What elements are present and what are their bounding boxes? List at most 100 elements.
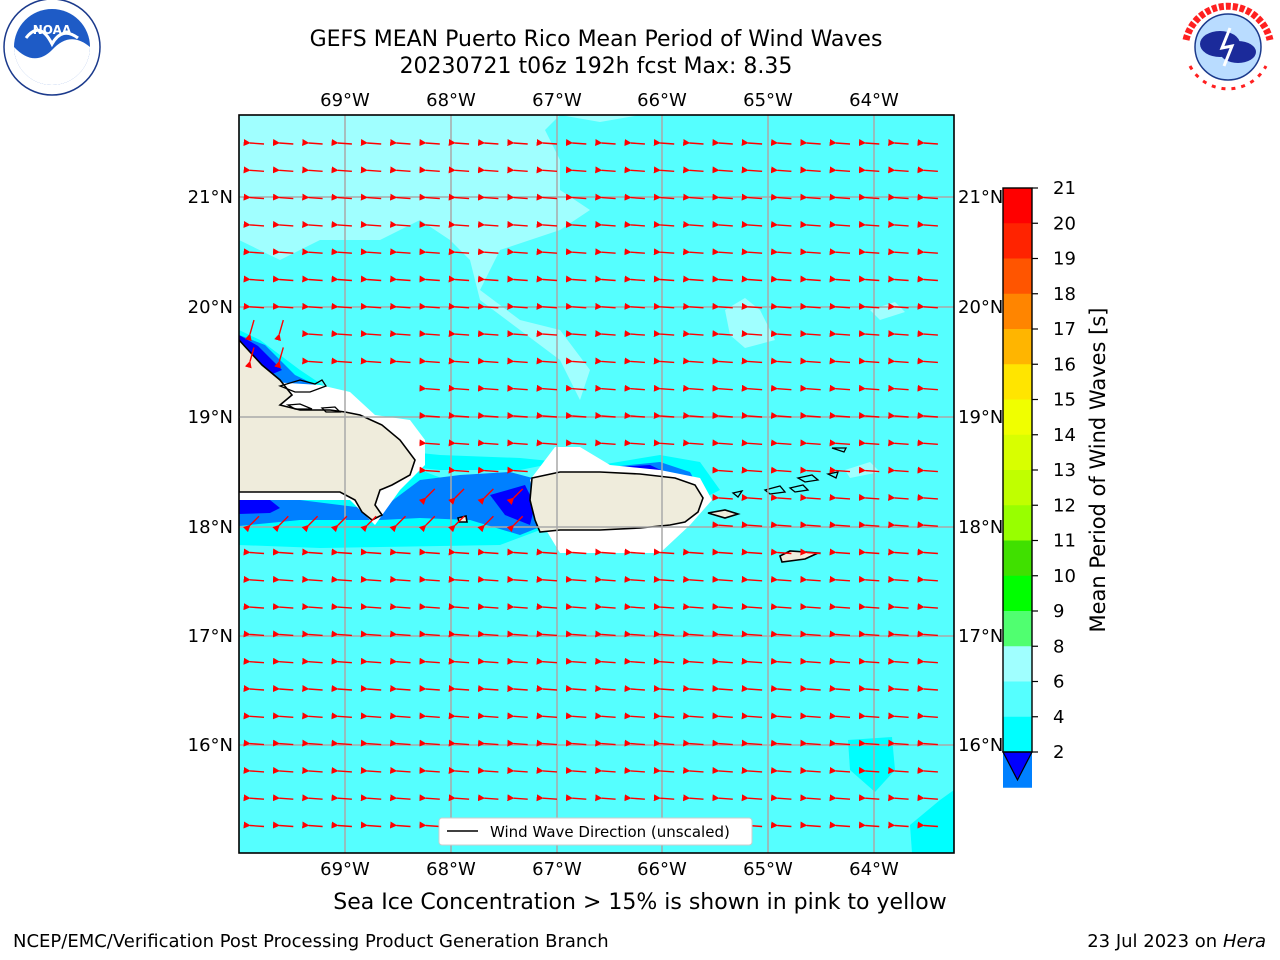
wave-arrow xyxy=(272,248,294,256)
wave-arrow xyxy=(360,275,382,283)
colorbar: 21 20 19 18 17 16 15 14 13 12 11 10 9 8 6 4 2 xyxy=(1002,178,1076,788)
wave-arrow xyxy=(360,193,382,201)
wave-arrow xyxy=(272,166,294,174)
wave-arrow xyxy=(888,330,909,338)
colorbar-segment xyxy=(1003,575,1032,612)
wave-arrow xyxy=(565,548,587,556)
wave-arrow xyxy=(595,766,616,774)
wave-arrow xyxy=(418,488,436,505)
wave-arrow xyxy=(595,139,616,147)
wave-arrow xyxy=(244,347,255,369)
wave-arrow xyxy=(360,603,382,611)
wave-arrow xyxy=(888,794,909,802)
wave-arrow xyxy=(477,357,499,365)
wave-arrow xyxy=(770,330,792,338)
chart-title: GEFS MEAN Puerto Rico Mean Period of Win… xyxy=(309,27,883,52)
wave-arrow xyxy=(858,384,880,392)
lat-label: 16°N xyxy=(188,735,233,756)
wave-arrow xyxy=(917,685,938,693)
wave-arrow xyxy=(653,357,675,365)
wave-arrow xyxy=(712,439,733,447)
lat-label: 16°N xyxy=(958,735,1003,756)
colorbar-tick-label: 8 xyxy=(1053,636,1064,657)
wave-arrow xyxy=(770,630,792,638)
wave-arrow xyxy=(800,657,821,665)
wave-arrow xyxy=(419,794,440,802)
lat-labels-right: 21°N 20°N 19°N 18°N 17°N 16°N xyxy=(958,187,1003,756)
wave-arrow xyxy=(858,193,880,201)
colorbar-segment xyxy=(1003,258,1032,295)
wave-arrow xyxy=(565,302,587,310)
wave-arrow xyxy=(536,439,558,447)
wave-arrow xyxy=(243,712,265,720)
wave-arrow xyxy=(565,275,587,283)
colorbar-tick-label: 12 xyxy=(1053,495,1076,516)
wave-arrow xyxy=(624,412,645,420)
wave-arrow xyxy=(624,630,645,638)
wave-arrow xyxy=(682,166,704,174)
wave-arrow xyxy=(624,603,645,611)
wave-arrow xyxy=(624,139,645,147)
lat-label: 18°N xyxy=(958,517,1003,538)
wave-arrow xyxy=(419,357,440,365)
wave-arrow xyxy=(800,166,821,174)
wave-arrow xyxy=(858,521,880,529)
wave-arrow xyxy=(858,412,880,420)
wave-arrow xyxy=(389,515,406,533)
wave-arrow xyxy=(741,193,763,201)
wave-arrow xyxy=(448,739,470,747)
wave-arrow xyxy=(331,657,352,665)
wave-arrow xyxy=(712,548,733,556)
wave-arrow xyxy=(624,248,645,256)
sea-ice-note: Sea Ice Concentration > 15% is shown in … xyxy=(333,890,947,915)
wave-arrow xyxy=(682,193,704,201)
wave-arrow xyxy=(419,575,440,583)
wave-arrow xyxy=(243,166,265,174)
chart-subtitle: 20230721 t06z 192h fcst Max: 8.35 xyxy=(399,54,793,79)
wave-arrow xyxy=(506,488,524,505)
wave-arrow xyxy=(653,330,675,338)
lon-label: 65°W xyxy=(743,859,793,880)
wave-arrow xyxy=(800,248,821,256)
lon-label: 68°W xyxy=(426,90,476,111)
wave-arrow xyxy=(741,521,763,529)
colorbar-tick-label: 6 xyxy=(1053,672,1064,693)
colorbar-tick-label: 21 xyxy=(1053,178,1076,199)
wave-arrow xyxy=(272,794,294,802)
wave-arrow xyxy=(448,515,465,533)
wave-arrow xyxy=(565,412,587,420)
wave-arrow xyxy=(565,248,587,256)
wave-arrow xyxy=(477,412,499,420)
wave-arrow xyxy=(682,685,704,693)
colorbar-tick-label: 9 xyxy=(1053,601,1064,622)
wave-arrow xyxy=(653,220,675,228)
wave-arrow xyxy=(917,739,938,747)
wave-arrow xyxy=(917,603,938,611)
colorbar-tick-label: 14 xyxy=(1053,425,1076,446)
wave-arrow xyxy=(243,548,265,556)
wave-arrow xyxy=(272,739,294,747)
wave-arrow xyxy=(888,166,909,174)
wave-arrow xyxy=(829,821,851,829)
wave-arrow xyxy=(770,821,792,829)
wave-arrow xyxy=(331,275,352,283)
wave-arrow xyxy=(448,685,470,693)
wave-arrow xyxy=(507,685,528,693)
wave-arrow xyxy=(595,630,616,638)
wave-arrow xyxy=(448,657,470,665)
wave-arrow xyxy=(858,657,880,665)
wave-arrow xyxy=(653,439,675,447)
wave-arrow xyxy=(331,548,352,556)
wave-arrow xyxy=(712,657,733,665)
wave-arrow xyxy=(360,821,382,829)
wave-arrow xyxy=(917,384,938,392)
wave-arrow xyxy=(477,712,499,720)
wave-arrow xyxy=(302,685,323,693)
wave-arrow xyxy=(653,548,675,556)
wave-arrow xyxy=(536,739,558,747)
wave-arrow xyxy=(653,166,675,174)
wave-arrow xyxy=(507,275,528,283)
wave-arrow xyxy=(800,466,821,474)
lon-label: 65°W xyxy=(743,90,793,111)
wave-arrow xyxy=(858,439,880,447)
